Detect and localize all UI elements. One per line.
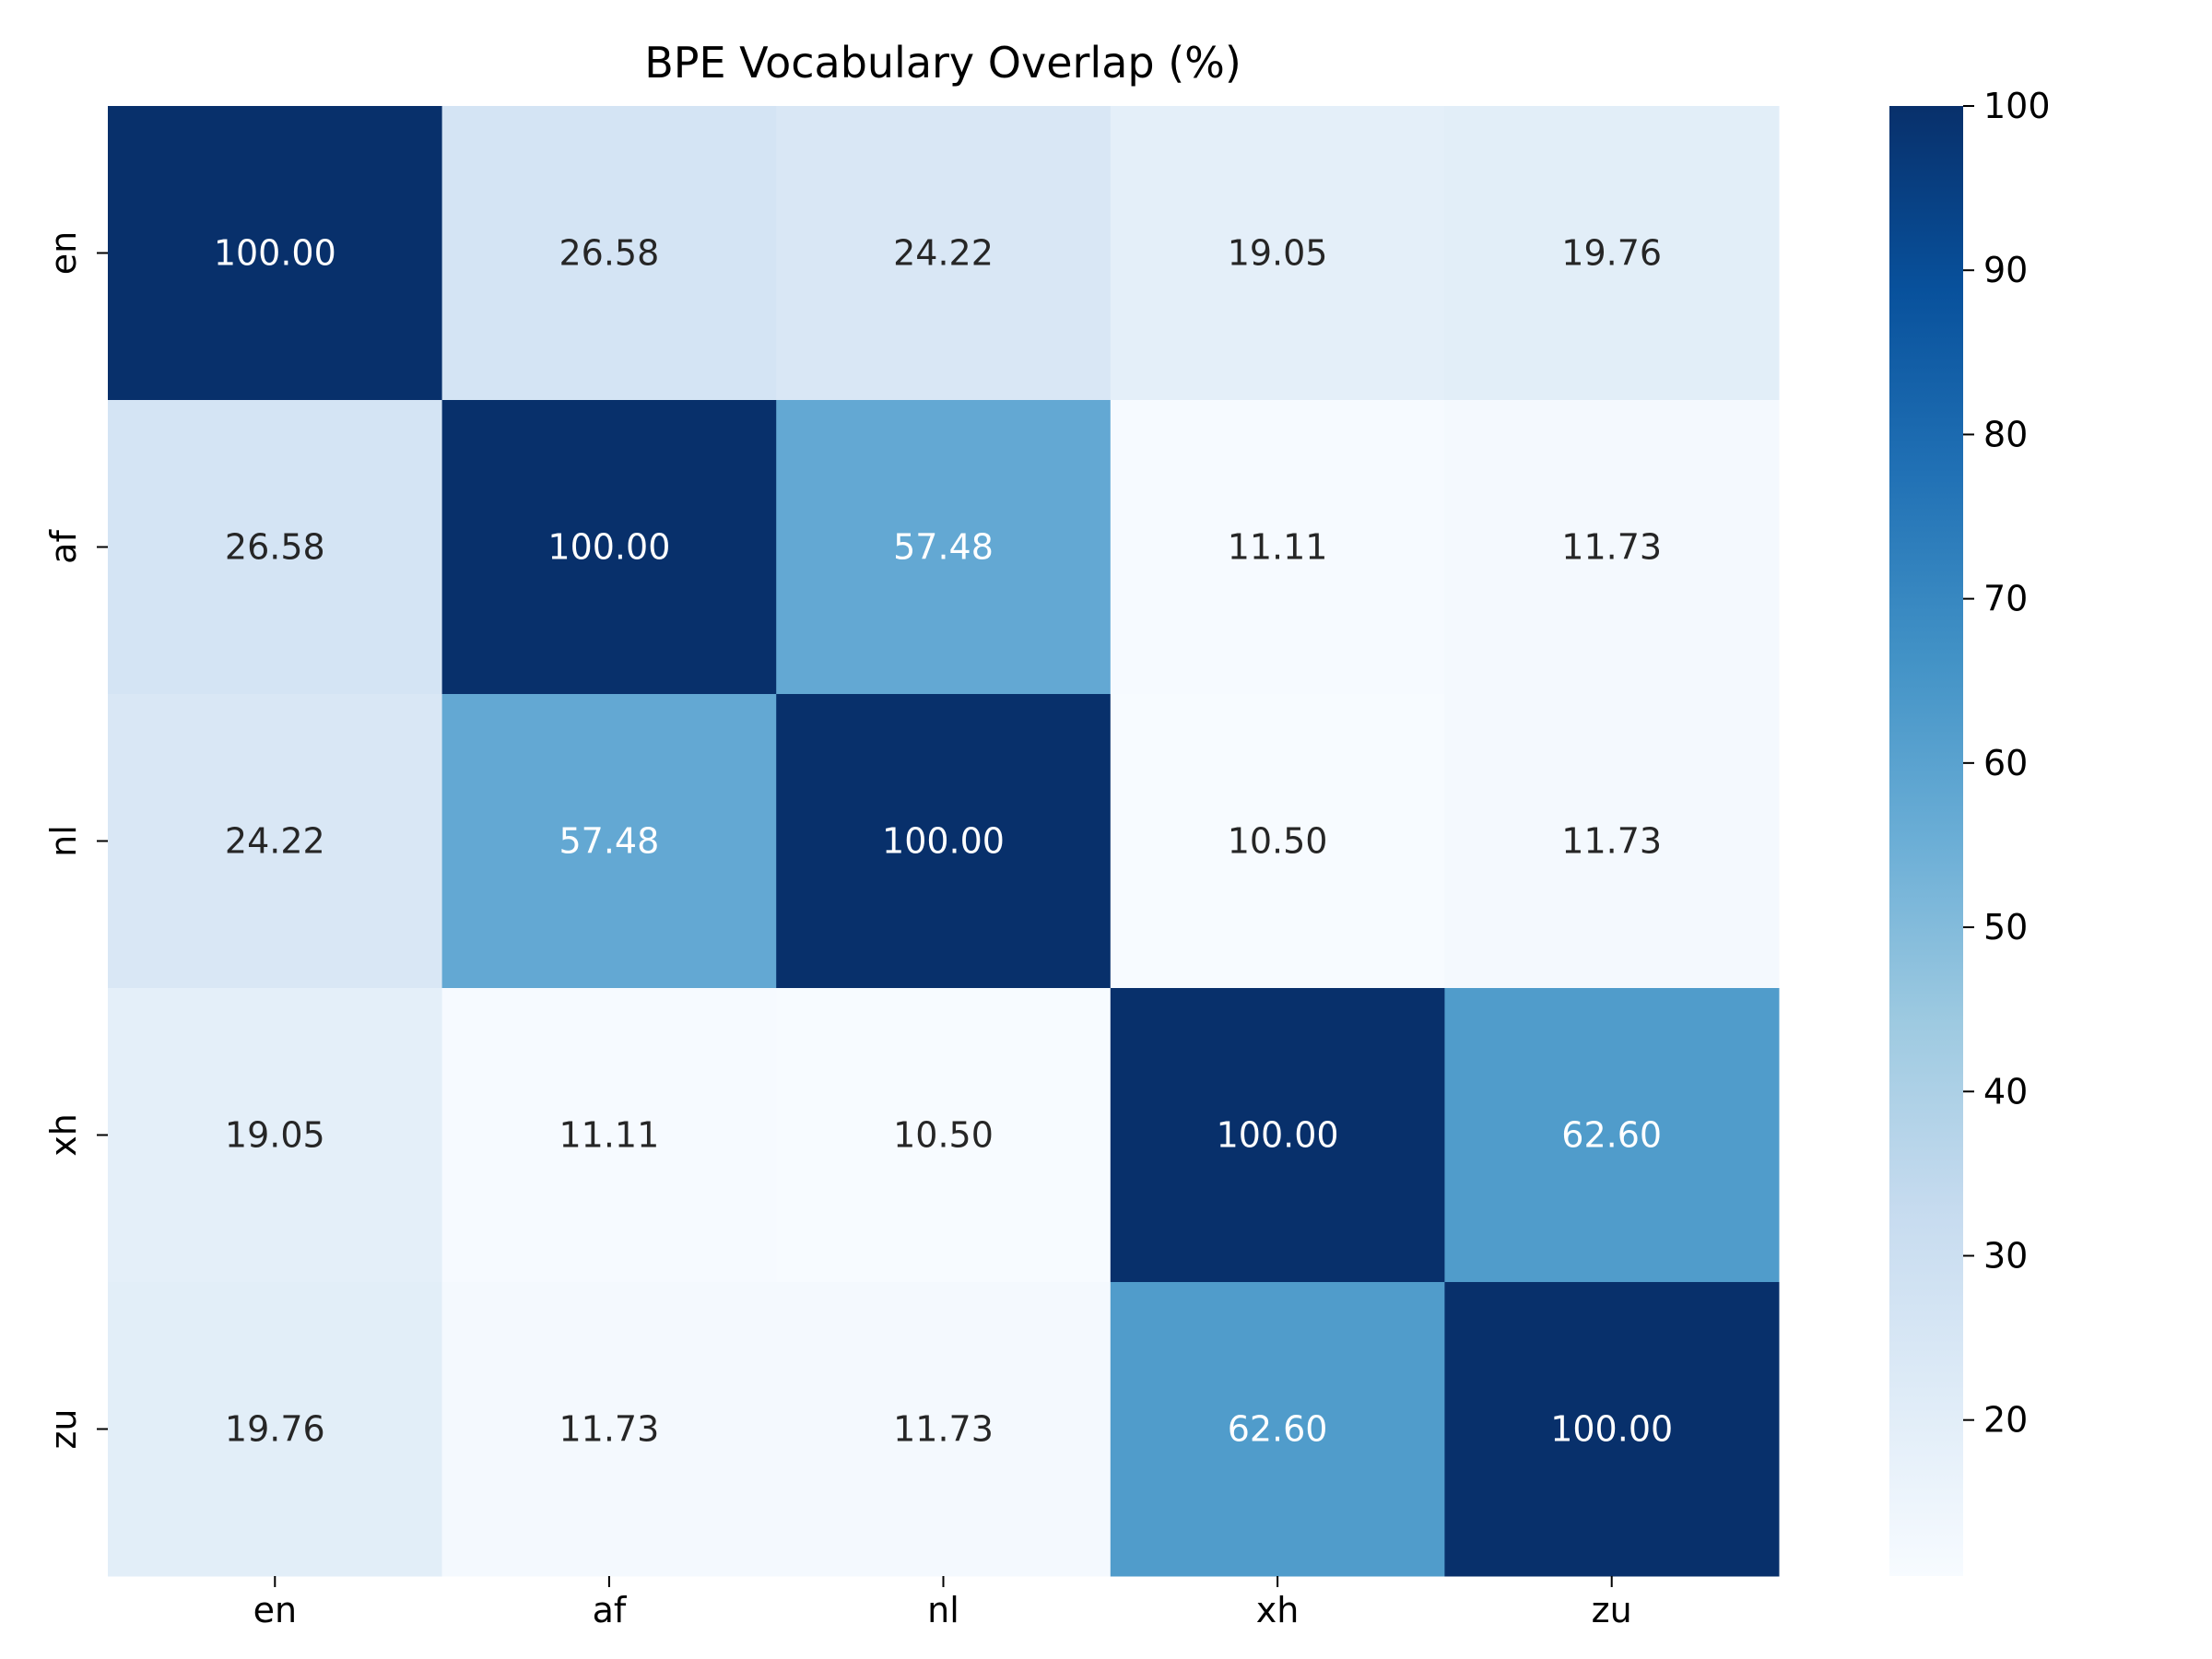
heatmap-cell-nl-af [441,694,777,989]
heatmap-cell-nl-xh [1110,694,1445,989]
cell-value-nl-en: 24.22 [225,821,325,862]
colorbar-tick-label-90: 90 [1983,250,2028,290]
x-tick-label-nl: nl [927,1590,959,1630]
chart-title: BPE Vocabulary Overlap (%) [644,38,1241,88]
heatmap-cell-xh-en [108,988,443,1283]
x-tick-label-zu: zu [1592,1590,1632,1630]
heatmap-cell-zu-af [441,1282,777,1577]
cell-value-nl-xh: 10.50 [1228,821,1328,862]
cell-value-xh-zu: 62.60 [1561,1115,1662,1156]
cell-value-af-en: 26.58 [225,527,325,568]
cell-value-xh-en: 19.05 [225,1115,325,1156]
heatmap-cell-en-af [441,106,777,401]
cell-value-zu-en: 19.76 [225,1409,325,1450]
cell-value-af-zu: 11.73 [1561,527,1662,568]
heatmap-cell-xh-zu [1444,988,1780,1283]
heatmap-cell-nl-nl [776,694,1112,989]
heatmap-cell-xh-xh [1110,988,1445,1283]
heatmap-cell-af-xh [1110,400,1445,695]
cell-value-af-xh: 11.11 [1228,527,1328,568]
y-tick-label-zu: zu [43,1408,84,1449]
y-tick-label-af: af [43,529,84,564]
y-tick-label-nl: nl [43,825,84,857]
colorbar-tick-label-40: 40 [1983,1071,2028,1112]
heatmap-cell-en-nl [776,106,1112,401]
heatmap-cell-zu-xh [1110,1282,1445,1577]
heatmap-cell-en-en [108,106,443,401]
cell-value-labels: 100.00 26.58 24.22 19.05 19.76 26.58 100.00 57.… [214,233,1673,1450]
cell-value-xh-af: 11.11 [559,1115,660,1156]
heatmap-cell-zu-en [108,1282,443,1577]
y-tick-label-en: en [43,231,84,275]
cell-value-af-nl: 57.48 [893,527,994,568]
heatmap-cell-en-zu [1444,106,1780,401]
colorbar-tick-label-80: 80 [1983,414,2028,454]
colorbar-tick-label-50: 50 [1983,907,2028,947]
heatmap-cell-en-xh [1110,106,1445,401]
colorbar [1889,106,1963,1576]
y-axis-ticks: en af nl xh zu [43,231,108,1450]
cell-value-zu-nl: 11.73 [893,1409,994,1450]
heatmap-cell-af-af [441,400,777,695]
cell-value-zu-af: 11.73 [559,1409,660,1450]
colorbar-tick-label-30: 30 [1983,1235,2028,1276]
cell-value-xh-xh: 100.00 [1217,1115,1339,1156]
heatmap-cell-nl-zu [1444,694,1780,989]
cell-value-xh-nl: 10.50 [893,1115,994,1156]
colorbar-tick-label-20: 20 [1983,1400,2028,1441]
cell-value-en-en: 100.00 [214,233,336,274]
heatmap-cell-zu-nl [776,1282,1112,1577]
colorbar-tick-label-70: 70 [1983,579,2028,619]
cell-value-en-af: 26.58 [559,233,660,274]
heatmap-cell-zu-zu [1444,1282,1780,1577]
cell-value-nl-nl: 100.00 [882,821,1005,862]
x-axis-ticks: en af nl xh zu [253,1576,1632,1630]
cell-value-en-zu: 19.76 [1561,233,1662,274]
heatmap-cell-af-en [108,400,443,695]
heatmap-cell-nl-en [108,694,443,989]
y-tick-label-xh: xh [43,1113,84,1157]
heatmap-cell-xh-af [441,988,777,1283]
cell-value-zu-xh: 62.60 [1228,1409,1328,1450]
heatmap-cell-xh-nl [776,988,1112,1283]
cell-value-nl-zu: 11.73 [1561,821,1662,862]
x-tick-label-af: af [593,1590,628,1630]
cell-value-nl-af: 57.48 [559,821,660,862]
x-tick-label-xh: xh [1256,1590,1300,1630]
x-tick-label-en: en [253,1590,297,1630]
colorbar-tick-label-100: 100 [1983,86,2051,126]
cell-value-en-xh: 19.05 [1228,233,1328,274]
colorbar-ticks: 20 30 40 50 60 70 80 90 100 [1963,86,2051,1441]
heatmap-cell-af-zu [1444,400,1780,695]
cell-value-en-nl: 24.22 [893,233,994,274]
heatmap-cells [108,106,1780,1577]
heatmap-cell-af-nl [776,400,1112,695]
cell-value-af-af: 100.00 [547,527,670,568]
cell-value-zu-zu: 100.00 [1550,1409,1673,1450]
colorbar-tick-label-60: 60 [1983,743,2028,783]
